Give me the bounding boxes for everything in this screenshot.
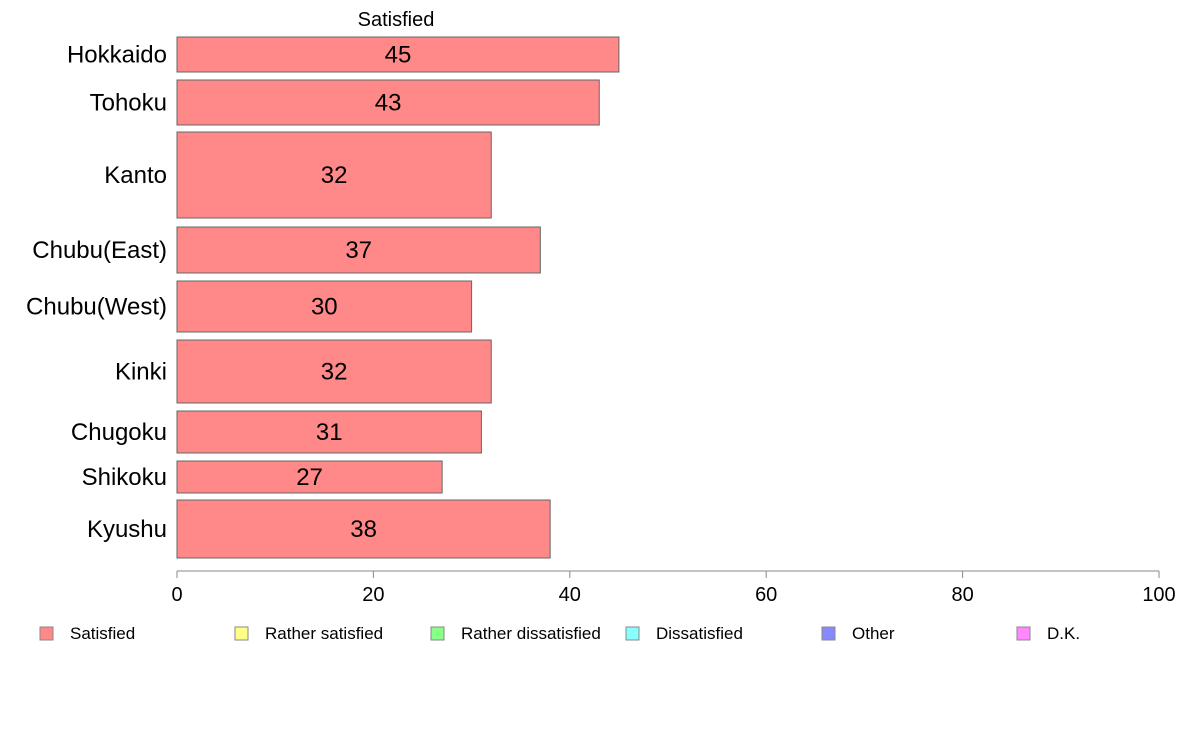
data-label: 45 (385, 42, 412, 69)
category-label: Kyushu (87, 516, 167, 543)
bar-kanto (176, 131, 492, 219)
x-tick-label: 20 (362, 584, 384, 606)
data-label: 27 (296, 464, 323, 491)
x-tick-label: 0 (171, 584, 182, 606)
category-label: Chugoku (71, 419, 167, 446)
bar-chubu-west- (176, 280, 473, 333)
bar-chugoku (176, 410, 482, 454)
legend-swatch (234, 626, 249, 641)
category-label: Chubu(East) (32, 237, 167, 264)
legend-label: Other (852, 624, 895, 643)
data-label: 37 (345, 237, 372, 264)
legend-swatch (39, 626, 54, 641)
data-label: 30 (311, 294, 338, 321)
bar-chubu-east- (176, 226, 541, 274)
x-tick-label: 60 (755, 584, 777, 606)
legend-swatch (821, 626, 836, 641)
legend-swatch (1016, 626, 1031, 641)
bar-tohoku (176, 79, 600, 126)
category-label: Kanto (104, 162, 167, 189)
legend-label: D.K. (1047, 624, 1080, 643)
x-tick-label: 40 (559, 584, 581, 606)
category-label: Chubu(West) (26, 294, 167, 321)
x-tick-label: 100 (1142, 584, 1175, 606)
data-label: 32 (321, 162, 348, 189)
data-label: 31 (316, 419, 343, 446)
x-tick-label: 80 (951, 584, 973, 606)
bar-kyushu (176, 499, 551, 559)
bar-kinki (176, 339, 492, 404)
legend-swatch (430, 626, 445, 641)
category-label: Hokkaido (67, 42, 167, 69)
legend-label: Dissatisfied (656, 624, 743, 643)
legend-label: Rather dissatisfied (461, 624, 601, 643)
category-label: Shikoku (82, 464, 167, 491)
legend-label: Satisfied (70, 624, 135, 643)
data-label: 43 (375, 90, 402, 117)
bar-shikoku (176, 460, 443, 494)
data-label: 38 (350, 516, 377, 543)
category-label: Tohoku (90, 90, 167, 117)
legend-label: Rather satisfied (265, 624, 383, 643)
category-label: Kinki (115, 359, 167, 386)
bar-hokkaido (176, 36, 620, 73)
data-label: 32 (321, 359, 348, 386)
legend-swatch (625, 626, 640, 641)
chart-title: Satisfied (358, 9, 435, 31)
